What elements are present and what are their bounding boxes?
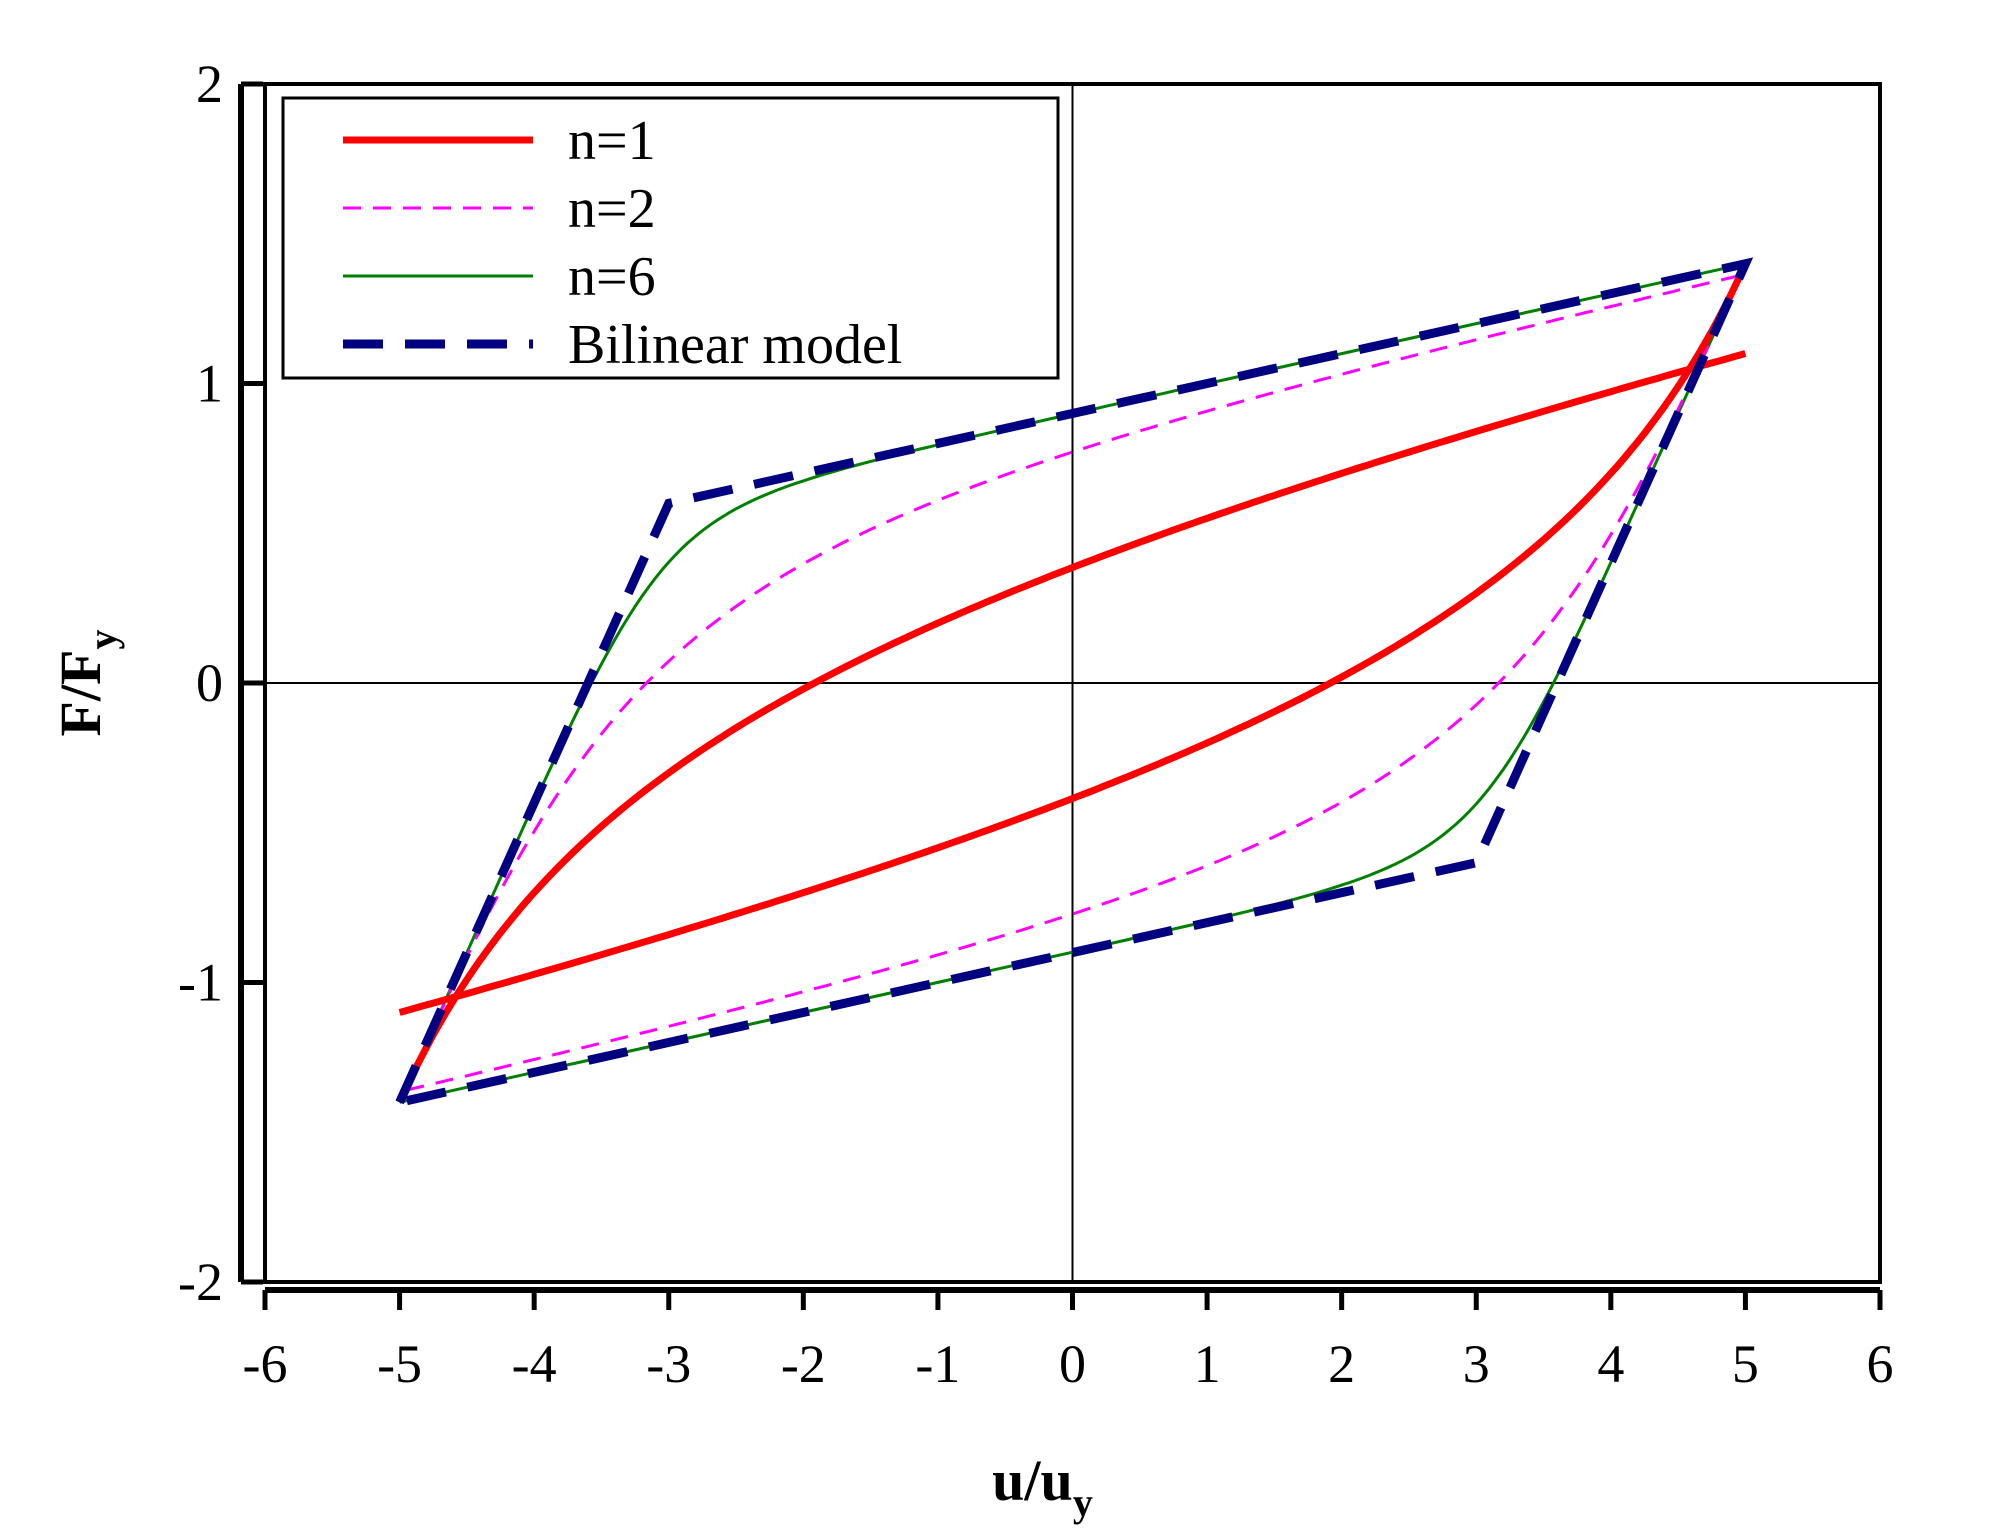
x-tick-label: -4 xyxy=(512,1334,557,1394)
y-tick-label: 1 xyxy=(196,354,223,414)
y-axis-title: F/Fy xyxy=(48,630,125,737)
series-line-bilinear xyxy=(395,257,1754,1107)
series-line-n2-loading xyxy=(398,272,1746,1103)
series-line-n1-loading xyxy=(396,350,1747,1104)
x-tick-label: -3 xyxy=(646,1334,691,1394)
x-tick-label: 5 xyxy=(1732,1334,1759,1394)
y-tick-label: 0 xyxy=(196,653,223,713)
legend-label-0: n=1 xyxy=(568,110,656,172)
x-tick-label: -2 xyxy=(781,1334,826,1394)
x-axis-title: u/uy xyxy=(992,1448,1093,1525)
legend-box xyxy=(281,96,1060,380)
x-tick-label: -1 xyxy=(915,1334,960,1394)
x-tick-label: 6 xyxy=(1867,1334,1894,1394)
series-line-n1-unloading xyxy=(398,262,1749,1016)
x-tick-label: 2 xyxy=(1328,1334,1355,1394)
x-tick-label: 4 xyxy=(1597,1334,1624,1394)
legend-label-3: Bilinear model xyxy=(568,314,902,376)
y-tick-label: -2 xyxy=(178,1252,223,1312)
y-tick-label: -1 xyxy=(178,953,223,1013)
series-line-n2-unloading xyxy=(399,263,1747,1094)
x-tick-label: 1 xyxy=(1194,1334,1221,1394)
x-tick-label: 0 xyxy=(1059,1334,1086,1394)
x-tick-label: 3 xyxy=(1463,1334,1490,1394)
legend-label-2: n=6 xyxy=(568,246,656,308)
x-tick-label: -5 xyxy=(377,1334,422,1394)
x-tick-label: -6 xyxy=(243,1334,288,1394)
y-tick-label: 2 xyxy=(196,54,223,114)
legend-label-1: n=2 xyxy=(568,178,656,240)
